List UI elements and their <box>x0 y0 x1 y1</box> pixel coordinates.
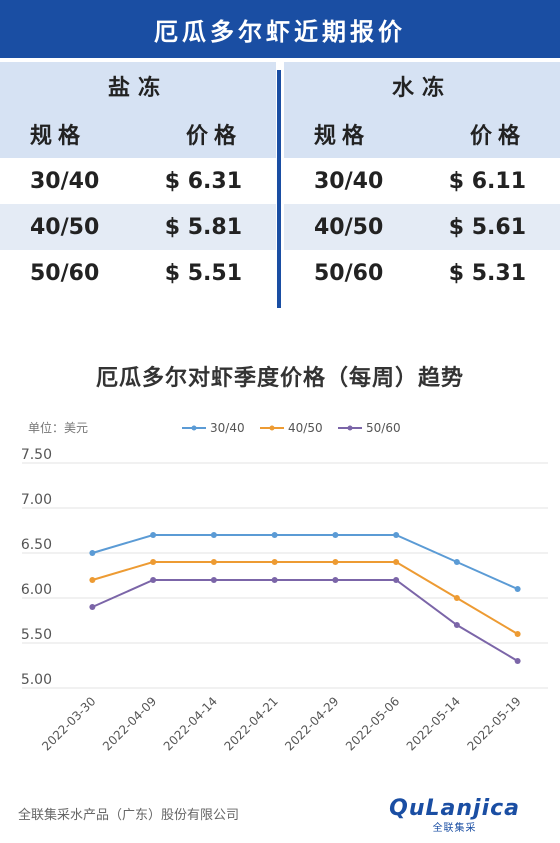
legend-marker <box>191 425 197 431</box>
data-point <box>332 577 339 583</box>
title-bar: 厄瓜多尔虾近期报价 <box>0 0 560 58</box>
x-tick-label: 2022-04-14 <box>161 694 220 753</box>
water-frozen-table: 水冻 规格 价格 30/40 $ 6.11 40/50 $ 5.61 50/60… <box>284 62 560 310</box>
table-row: 40/50 $ 5.81 <box>0 204 276 250</box>
y-tick-label: 6.00 <box>21 582 52 598</box>
price-cell: $ 5.61 <box>448 214 526 240</box>
price-cell: $ 5.31 <box>448 260 526 286</box>
page-title: 厄瓜多尔虾近期报价 <box>154 17 406 46</box>
y-tick-label: 7.50 <box>21 447 52 463</box>
data-point <box>393 577 400 583</box>
spec-header: 规格 <box>314 124 371 149</box>
price-cell: $ 6.11 <box>448 168 526 194</box>
table-header-row: 规格 价格 <box>284 110 560 158</box>
legend-marker <box>347 425 353 431</box>
y-tick-label: 5.50 <box>21 627 52 643</box>
table-row: 40/50 $ 5.61 <box>284 204 560 250</box>
table-row: 50/60 $ 5.51 <box>0 250 276 296</box>
line-chart: 单位：美元 30/40 40/50 50/60 7.50 7.00 6.50 6.00 5.50… <box>21 420 548 753</box>
data-point <box>271 577 278 583</box>
data-point <box>514 586 521 592</box>
price-header: 价格 <box>185 124 242 149</box>
legend-label: 50/60 <box>366 421 401 435</box>
spec-cell: 50/60 <box>30 260 100 286</box>
legend-label: 40/50 <box>288 421 323 435</box>
price-cell: $ 5.51 <box>164 260 242 286</box>
brand-logo: QuLanjica 全联集采 <box>389 796 520 834</box>
brand-sub: 全联集采 <box>432 823 477 834</box>
x-tick-label: 2022-05-19 <box>465 694 524 753</box>
x-tick-label: 2022-05-06 <box>343 694 402 753</box>
brand-name: QuLanjica <box>389 796 520 821</box>
data-point <box>150 577 157 583</box>
y-tick-label: 7.00 <box>21 492 52 508</box>
data-point <box>89 550 96 556</box>
price-tables: 盐冻 规格 价格 30/40 $ 6.31 40/50 $ 5.81 50/60… <box>0 62 560 310</box>
category-header: 盐冻 <box>0 62 276 110</box>
legend-marker <box>269 425 275 431</box>
data-point <box>210 559 217 565</box>
data-point <box>210 532 217 538</box>
series-line <box>92 534 519 590</box>
y-tick-label: 5.00 <box>21 672 52 688</box>
series-line <box>92 561 519 635</box>
spec-cell: 30/40 <box>314 168 384 194</box>
data-point <box>271 532 278 538</box>
price-cell: $ 6.31 <box>164 168 242 194</box>
data-point <box>150 559 157 565</box>
data-point <box>89 577 96 583</box>
company-footer: 全联集采水产品（广东）股份有限公司 <box>18 808 240 823</box>
data-point <box>210 577 217 583</box>
x-tick-label: 2022-03-30 <box>39 694 98 753</box>
unit-label: 单位：美元 <box>28 420 88 435</box>
data-point <box>453 622 460 628</box>
data-point <box>514 658 521 664</box>
spec-cell: 50/60 <box>314 260 384 286</box>
legend-label: 30/40 <box>210 421 245 435</box>
table-header-row: 规格 价格 <box>0 110 276 158</box>
price-cell: $ 5.81 <box>164 214 242 240</box>
spec-cell: 40/50 <box>314 214 384 240</box>
data-point <box>514 631 521 637</box>
spec-cell: 30/40 <box>30 168 100 194</box>
price-header: 价格 <box>469 124 526 149</box>
data-point <box>332 559 339 565</box>
table-row: 50/60 $ 5.31 <box>284 250 560 296</box>
data-point <box>393 559 400 565</box>
table-row: 30/40 $ 6.11 <box>284 158 560 204</box>
spec-header: 规格 <box>30 124 87 149</box>
table-divider <box>277 70 281 308</box>
data-point <box>393 532 400 538</box>
spec-cell: 40/50 <box>30 214 100 240</box>
series-line <box>91 579 519 662</box>
y-tick-label: 6.50 <box>21 537 52 553</box>
data-point <box>332 532 339 538</box>
chart-title: 厄瓜多尔对虾季度价格（每周）趋势 <box>95 366 464 391</box>
data-point <box>453 595 460 601</box>
x-tick-label: 2022-05-14 <box>404 694 463 753</box>
salt-frozen-table: 盐冻 规格 价格 30/40 $ 6.31 40/50 $ 5.81 50/60… <box>0 62 276 310</box>
x-tick-label: 2022-04-21 <box>222 694 281 753</box>
data-point <box>150 532 157 538</box>
data-point <box>271 559 278 565</box>
x-tick-label: 2022-04-29 <box>282 694 341 753</box>
table-row: 30/40 $ 6.31 <box>0 158 276 204</box>
data-point <box>453 559 460 565</box>
category-header: 水冻 <box>284 62 560 110</box>
data-point <box>89 604 96 610</box>
x-tick-label: 2022-04-09 <box>100 694 159 753</box>
